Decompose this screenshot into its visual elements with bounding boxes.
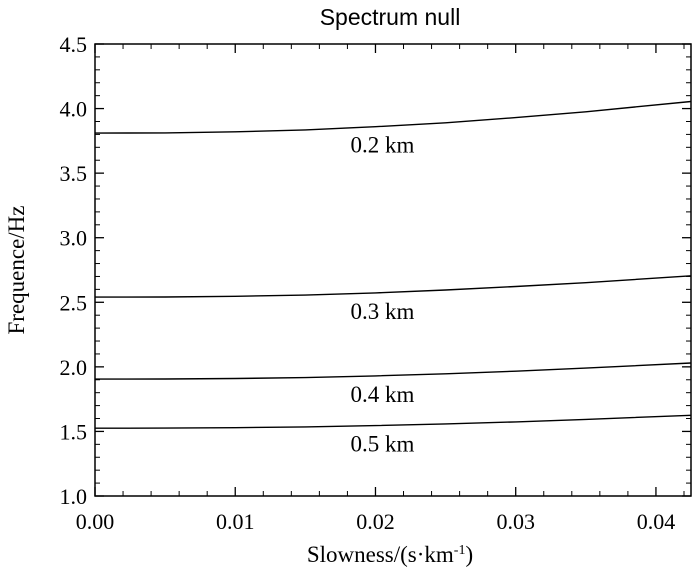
series-label: 0.3 km xyxy=(351,299,415,324)
series-label: 0.4 km xyxy=(351,382,415,407)
series-line xyxy=(94,362,692,380)
series-line xyxy=(94,275,692,298)
axis-ticks xyxy=(94,43,691,497)
y-tick-label: 2.0 xyxy=(60,355,88,380)
x-tick-label: 0.01 xyxy=(216,509,255,534)
series-lines xyxy=(94,100,692,429)
y-tick-label: 3.5 xyxy=(60,161,88,186)
series-label: 0.5 km xyxy=(351,432,415,457)
y-tick-label: 1.0 xyxy=(60,484,88,509)
axis-tick-labels: 0.00 0.01 0.02 0.03 0.04 1.0 1.5 2.0 2.5 3.0 3.5 4.… xyxy=(60,32,676,534)
x-tick-label: 0.04 xyxy=(637,509,676,534)
series-label: 0.2 km xyxy=(351,133,415,158)
plot-frame xyxy=(94,43,692,497)
y-tick-label: 4.0 xyxy=(60,97,88,122)
series-labels: 0.2 km 0.3 km 0.4 km 0.5 km xyxy=(351,133,415,457)
series-line xyxy=(94,414,692,429)
y-tick-label: 1.5 xyxy=(60,419,88,444)
y-tick-label: 3.0 xyxy=(60,226,88,251)
y-tick-label: 2.5 xyxy=(60,290,88,315)
x-axis-label: Slowness/(s·km-1) xyxy=(307,542,473,567)
y-axis-label: Frequence/Hz xyxy=(4,206,29,335)
y-tick-label: 4.5 xyxy=(60,32,88,57)
x-tick-label: 0.00 xyxy=(76,509,115,534)
chart-title: Spectrum null xyxy=(320,4,461,30)
series-line xyxy=(94,100,692,134)
x-tick-label: 0.03 xyxy=(496,509,535,534)
x-tick-label: 0.02 xyxy=(356,509,395,534)
